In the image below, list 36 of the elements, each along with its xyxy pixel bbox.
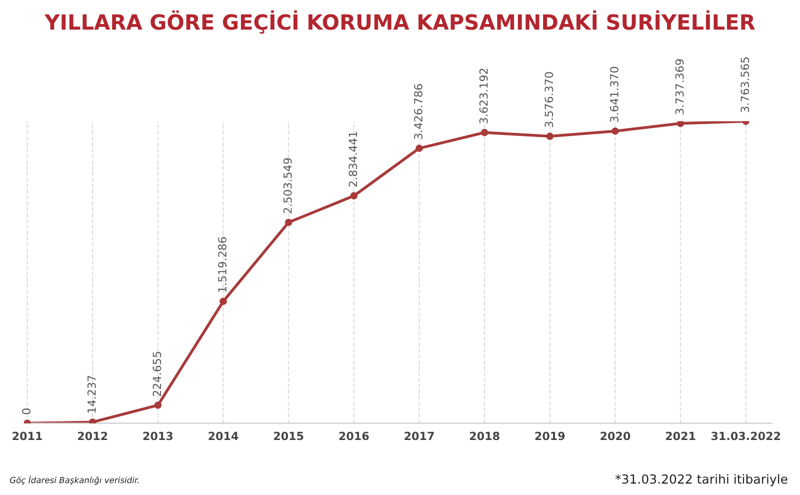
x-tick-label: 2014	[208, 432, 238, 440]
data-label: 2.834.441	[348, 132, 358, 187]
point	[416, 144, 423, 152]
point	[350, 192, 358, 200]
x-tick-label: 2013	[143, 432, 172, 440]
chart-title: YILLARA GÖRE GEÇİCİ KORUMA KAPSAMINDAKİ SURİYELİLER	[44, 10, 755, 34]
text: Göç İdaresi Başkanlığı verisidir.	[10, 475, 139, 485]
x-tick-label: 2015	[274, 432, 304, 440]
data-label: 3.763.565	[740, 57, 750, 112]
data-label: 1.519.286	[218, 237, 226, 292]
x-tick-label: 2011	[12, 432, 42, 440]
point	[612, 127, 619, 135]
data-label: 3.576.370	[544, 72, 554, 128]
x-tick-label: 2020	[600, 432, 630, 440]
data-label: 224.655	[152, 352, 162, 396]
data-label: 3.426.786	[414, 84, 422, 140]
x-tick-label: 2021	[666, 432, 696, 440]
data-label: 3.623.192	[479, 68, 488, 124]
point	[220, 298, 227, 305]
text: *31.03.2022 tarihi itibariyle	[615, 474, 788, 486]
x-tick-label: 2012	[78, 432, 108, 440]
point	[676, 121, 684, 128]
data-label: 2.503.549	[283, 158, 292, 214]
x-tick-label: 2017	[404, 432, 434, 440]
x-tick-label: 2018	[470, 432, 500, 440]
data-label: 14.237	[87, 376, 96, 413]
x-tick-label: 31.03.2022	[711, 432, 780, 440]
data-label: 3.641.370	[610, 66, 618, 122]
point	[480, 128, 488, 136]
data-label: 3.737.369	[675, 59, 684, 114]
point	[546, 132, 554, 140]
point	[284, 218, 292, 226]
point	[154, 402, 162, 409]
x-tick-label: 2019	[535, 432, 565, 440]
x-tick-label: 2016	[339, 432, 369, 440]
data-label: 0	[22, 408, 30, 414]
